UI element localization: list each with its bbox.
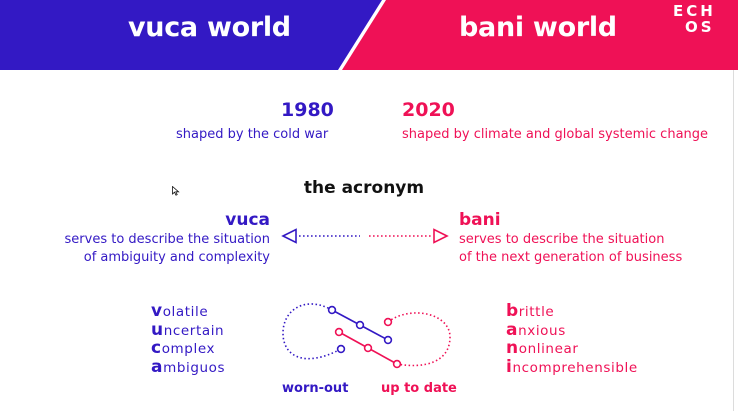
bani-word: anxious <box>506 319 566 340</box>
comparison-arrows <box>281 228 449 244</box>
vuca-shaped-by: shaped by the cold war <box>176 127 329 142</box>
bani-acronym-label: bani <box>459 210 501 230</box>
vuca-year: 1980 <box>281 99 334 121</box>
hollow-triangle-left-icon <box>281 228 297 244</box>
vuca-word: ambiguos <box>151 356 226 377</box>
vuca-banner-panel <box>0 0 382 70</box>
header-banner <box>0 0 738 70</box>
bani-word: brittle <box>506 301 555 321</box>
bani-node <box>383 317 393 327</box>
vuca-word: volatile <box>151 301 209 321</box>
up-to-date-label: up to date <box>381 381 457 396</box>
bani-shaped-by: shaped by climate and global systemic ch… <box>402 127 709 142</box>
slide-edge-divider <box>733 70 734 411</box>
bani-dotted-loop <box>387 312 451 367</box>
hollow-triangle-right-icon <box>433 228 449 244</box>
infinity-diagram <box>282 303 451 369</box>
vuca-word: complex <box>151 338 216 358</box>
bani-word: incomprehensible <box>506 356 638 377</box>
bani-node <box>392 359 402 369</box>
logo-line-2: OS <box>685 18 715 36</box>
bani-world-title: bani world <box>459 12 617 43</box>
vuca-word-list: volatile uncertain complex ambiguos <box>151 301 226 377</box>
acronym-heading: the acronym <box>303 178 425 198</box>
vuca-acronym-label: vuca <box>225 210 270 230</box>
vuca-node <box>327 305 337 315</box>
worn-out-label: worn-out <box>282 381 349 396</box>
bani-word-list: brittle anxious nonlinear incomprehensib… <box>506 301 638 377</box>
bani-word: nonlinear <box>506 338 579 358</box>
vuca-node <box>383 335 393 345</box>
bani-description-line: serves to describe the situation <box>459 232 665 247</box>
bani-banner-panel <box>342 0 738 70</box>
bani-description: serves to describe the situation of the … <box>459 231 682 267</box>
vuca-description-line: of ambiguity and complexity <box>83 250 270 265</box>
vuca-world-title: vuca world <box>128 12 291 43</box>
vuca-dotted-loop <box>282 303 342 360</box>
vuca-node <box>336 344 346 354</box>
vuca-description-line: serves to describe the situation <box>64 232 270 247</box>
vuca-word: uncertain <box>151 319 225 340</box>
bani-description-line: of the next generation of business <box>459 250 683 265</box>
echos-logo: ECH OS <box>673 3 717 35</box>
logo-line-1: ECH <box>673 2 716 20</box>
vuca-node <box>355 320 365 330</box>
bani-year: 2020 <box>402 99 455 121</box>
mouse-pointer-icon <box>172 186 180 196</box>
vuca-description: serves to describe the situation of ambi… <box>65 231 270 267</box>
bani-node <box>334 327 344 337</box>
bani-node <box>363 343 373 353</box>
